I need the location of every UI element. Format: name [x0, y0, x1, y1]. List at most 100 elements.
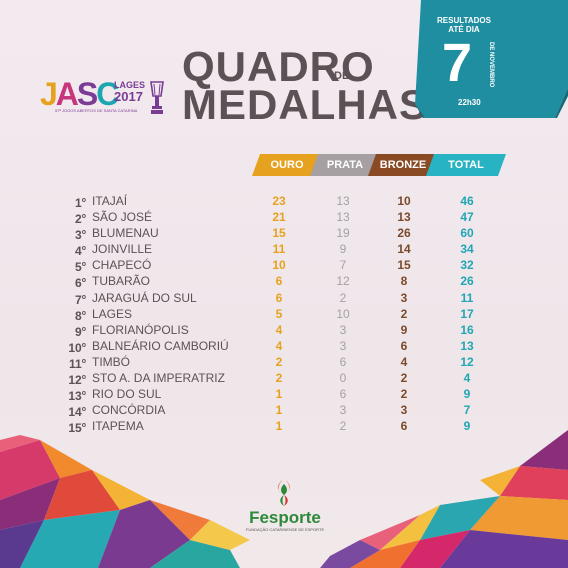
- logo-letter-j: J: [40, 76, 58, 112]
- position: 11o: [69, 356, 86, 371]
- city-name: CONCÓRDIA: [92, 403, 166, 418]
- bronze-count: 9: [400, 322, 408, 337]
- table-row: 8o LAGES 5 10 2 17: [60, 306, 520, 323]
- logo-letter-a: A: [55, 76, 79, 112]
- position: 5o: [75, 260, 86, 275]
- total-count: 9: [463, 387, 471, 402]
- fesporte-subtitle: FUNDAÇÃO CATARINENSE DE ESPORTE: [245, 527, 325, 532]
- position: 9o: [75, 324, 86, 339]
- position: 12o: [68, 373, 86, 388]
- position: 6o: [75, 276, 86, 291]
- position: 13o: [68, 389, 86, 404]
- city-name: ITAJAÍ: [92, 194, 128, 208]
- column-header-total: TOTAL: [426, 154, 506, 176]
- silver-count: 3: [339, 338, 347, 353]
- gold-count: 23: [272, 194, 286, 208]
- table-row: 2o SÃO JOSÉ 21 13 13 47: [60, 209, 520, 227]
- column-header-gold: OURO: [252, 154, 322, 176]
- gold-count: 4: [275, 322, 283, 337]
- table-row: 13o RIO DO SUL 1 6 2 9: [60, 386, 520, 404]
- table-row: 10o BALNEÁRIO CAMBORIÚ 4 3 6 13: [60, 338, 520, 355]
- table-row: 3o BLUMENAU 15 19 26 60: [60, 225, 520, 243]
- silver-count: 2: [339, 419, 347, 434]
- city-name: LAGES: [92, 306, 133, 321]
- bronze-count: 3: [400, 290, 408, 305]
- bronze-count: 2: [400, 306, 408, 321]
- bronze-count: 10: [397, 194, 411, 208]
- logo-city: LAGES: [114, 80, 146, 90]
- total-count: 4: [463, 371, 471, 386]
- silver-count: 9: [339, 242, 347, 257]
- table-row: 1o ITAJAÍ 23 13 10 46: [60, 193, 520, 210]
- position: 2o: [75, 212, 86, 227]
- city-name: JARAGUÁ DO SUL: [92, 290, 197, 305]
- fesporte-name: Fesporte: [249, 508, 321, 527]
- logo-year: 2017: [114, 89, 143, 104]
- position: 8o: [75, 308, 86, 323]
- city-name: BALNEÁRIO CAMBORIÚ: [92, 338, 229, 353]
- trophy-icon: [150, 81, 164, 114]
- column-header-bronze-label: BRONZE: [379, 159, 427, 171]
- gold-count: 21: [272, 210, 286, 225]
- city-name: TUBARÃO: [92, 274, 151, 289]
- bronze-count: 8: [400, 274, 408, 289]
- gold-count: 4: [275, 338, 283, 353]
- table-row: 5o CHAPECÓ 10 7 15 32: [60, 257, 520, 275]
- gold-count: 1: [275, 419, 283, 434]
- bronze-count: 3: [400, 403, 408, 418]
- total-count: 16: [460, 322, 474, 337]
- total-count: 17: [460, 306, 474, 321]
- title-connector: DE: [334, 70, 350, 82]
- jasc-logo: JASC LAGES 2017 57ª JOGOS ABERTOS DE SAN…: [40, 78, 160, 118]
- city-name: STO A. DA IMPERATRIZ: [92, 371, 225, 386]
- silver-count: 19: [336, 226, 350, 241]
- table-row: 4o JOINVILLE 11 9 14 34: [60, 241, 520, 258]
- gold-count: 1: [275, 403, 283, 418]
- results-banner: [415, 0, 568, 118]
- medal-table: 1o ITAJAÍ 23 13 10 46 2o SÃO JOSÉ 21 13 13 47 3o BL…: [60, 193, 520, 435]
- total-count: 47: [460, 210, 474, 225]
- total-count: 26: [460, 274, 474, 289]
- column-header-silver-label: PRATA: [326, 159, 364, 171]
- banner-month: DE NOVEMBRO: [488, 42, 494, 88]
- column-header-bronze: BRONZE: [368, 154, 438, 176]
- silver-count: 0: [339, 371, 347, 386]
- silver-count: 7: [339, 258, 347, 273]
- total-count: 9: [463, 419, 471, 434]
- silver-count: 6: [339, 387, 347, 402]
- silver-count: 13: [336, 194, 350, 208]
- silver-count: 10: [336, 306, 350, 321]
- silver-count: 12: [336, 274, 350, 289]
- bronze-count: 2: [400, 387, 408, 402]
- banner-label: RESULTADOS ATÉ DIA: [437, 16, 491, 34]
- city-name: RIO DO SUL: [92, 387, 162, 402]
- silver-count: 2: [339, 290, 347, 305]
- silver-count: 3: [339, 322, 347, 337]
- gold-count: 15: [272, 226, 286, 241]
- fesporte-flame-icon: [277, 478, 291, 506]
- gold-count: 10: [272, 258, 286, 273]
- city-name: FLORIANÓPOLIS: [92, 322, 189, 337]
- total-count: 11: [460, 290, 474, 305]
- bronze-count: 2: [400, 371, 408, 386]
- table-row: 11o TIMBÓ 2 6 4 12: [60, 354, 520, 371]
- position: 3o: [75, 228, 86, 243]
- bronze-count: 15: [397, 258, 411, 273]
- table-row: 6o TUBARÃO 6 12 8 26: [60, 273, 520, 291]
- title-line-2: MEDALHAS: [182, 81, 428, 128]
- table-row: 7o JARAGUÁ DO SUL 6 2 3 11: [60, 290, 520, 307]
- total-count: 7: [463, 403, 471, 418]
- column-header-gold-label: OURO: [270, 159, 304, 171]
- bronze-count: 4: [400, 354, 408, 369]
- bronze-count: 26: [397, 226, 411, 241]
- position: 1o: [75, 196, 86, 210]
- silver-count: 6: [339, 354, 347, 369]
- silver-count: 13: [336, 210, 350, 225]
- city-name: TIMBÓ: [92, 354, 130, 369]
- jasc-wordmark: JASC: [40, 76, 119, 112]
- table-row: 12o STO A. DA IMPERATRIZ 2 0 2 4: [60, 370, 520, 388]
- gold-count: 5: [275, 306, 283, 321]
- city-name: SÃO JOSÉ: [92, 210, 153, 225]
- total-count: 46: [460, 194, 474, 208]
